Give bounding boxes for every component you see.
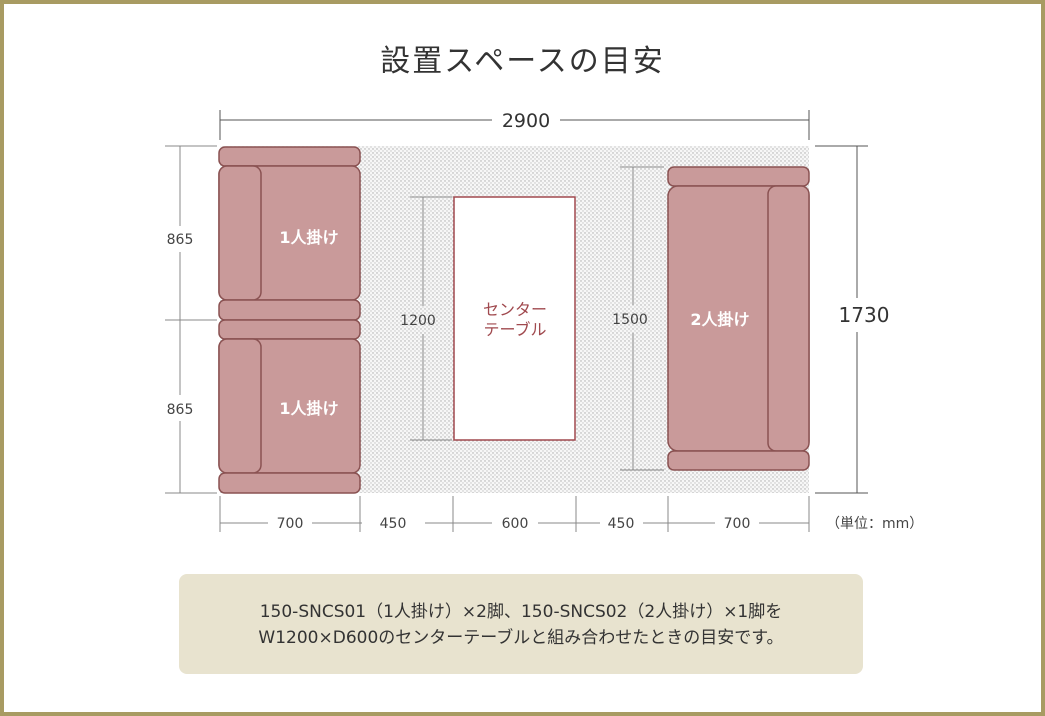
bottom-width-dimensions [219,496,810,532]
sofa-single-bottom [218,319,361,494]
total-width-dimension [219,110,810,140]
note-line-1: 150-SNCS01（1人掛け）×2脚、150-SNCS02（2人掛け）×1脚を [259,602,783,622]
sofa-single-top [218,146,361,321]
table-depth-label: 1200 [400,313,436,329]
width-sofa1-label: 700 [277,516,304,532]
total-width-label: 2900 [502,110,550,132]
left-depth-dimension [165,145,217,494]
table-depth-dimension [410,196,452,441]
width-table-label: 600 [502,516,529,532]
sofa2-depth-label: 1500 [612,312,648,328]
page-title: 設置スペースの目安 [380,44,665,79]
center-table-label-line2: テーブル [483,320,546,339]
unit-label: （単位：mm） [826,516,923,532]
total-depth-label: 1730 [839,303,890,327]
sofa-double-label: 2人掛け [690,310,749,329]
width-gap-right-label: 450 [608,516,635,532]
sofa-double [667,166,810,471]
seat-depth-top-label: 865 [167,232,194,248]
center-table-label-line1: センター [483,300,547,319]
center-table [453,196,576,441]
sofa2-depth-dimension [620,166,664,471]
sofa-single-top-label: 1人掛け [279,228,338,247]
width-sofa2-label: 700 [724,516,751,532]
note-line-2: W1200×D600のセンターテーブルと組み合わせたときの目安です。 [258,628,784,648]
sofa-single-bottom-label: 1人掛け [279,399,338,418]
note-box: 150-SNCS01（1人掛け）×2脚、150-SNCS02（2人掛け）×1脚を… [179,574,863,674]
total-depth-dimension [815,145,868,494]
seat-depth-bottom-label: 865 [167,402,194,418]
width-gap-left-label: 450 [380,516,407,532]
